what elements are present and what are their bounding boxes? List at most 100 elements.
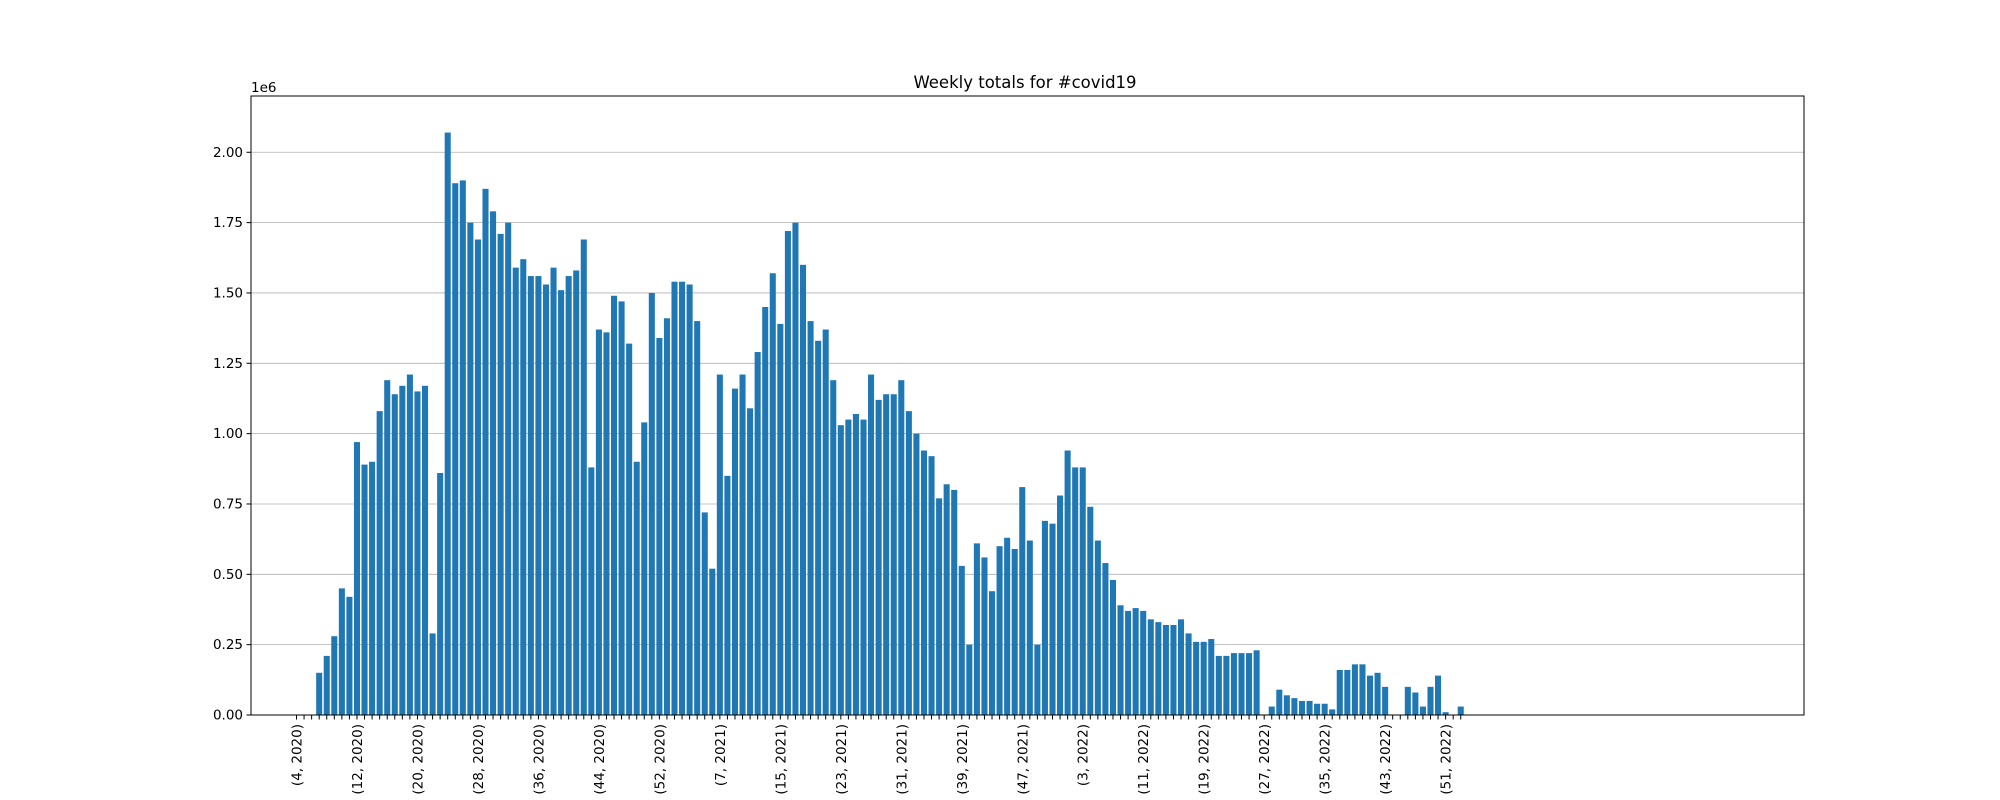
bar bbox=[769, 273, 776, 715]
bar bbox=[754, 352, 761, 715]
plot-area-frame bbox=[250, 95, 1805, 716]
bar bbox=[482, 188, 489, 716]
bar bbox=[1268, 706, 1275, 715]
bar bbox=[1366, 675, 1374, 715]
bar bbox=[399, 385, 406, 715]
bar bbox=[1457, 706, 1464, 715]
bar bbox=[1026, 540, 1033, 715]
bar bbox=[444, 132, 451, 715]
x-tick-label: (52, 2020) bbox=[652, 724, 668, 795]
bar bbox=[1329, 709, 1336, 715]
bar bbox=[603, 332, 610, 715]
y-axis-ticks: 0.00 0.25 0.50 0.75 1.00 1.25 1.50 1.75 2.00 bbox=[213, 145, 251, 724]
bar bbox=[1102, 563, 1109, 715]
x-tick-label: (47, 2021) bbox=[1015, 724, 1031, 795]
bar bbox=[422, 385, 429, 715]
bar bbox=[845, 419, 852, 715]
bar bbox=[663, 318, 670, 715]
bar bbox=[807, 321, 814, 715]
bar bbox=[1019, 487, 1026, 715]
bar bbox=[626, 343, 633, 715]
bar bbox=[429, 633, 436, 715]
bar bbox=[966, 644, 973, 715]
bar bbox=[1094, 540, 1101, 715]
bar bbox=[822, 329, 829, 715]
bar bbox=[913, 433, 920, 715]
x-tick-label: (7, 2021) bbox=[713, 724, 729, 786]
bar bbox=[1162, 624, 1169, 715]
bar bbox=[565, 276, 572, 715]
bar bbox=[973, 543, 980, 715]
bar bbox=[1200, 641, 1207, 715]
bar bbox=[1404, 686, 1411, 715]
bar bbox=[1382, 686, 1389, 715]
x-tick-label: (11, 2022) bbox=[1136, 724, 1152, 795]
bar bbox=[641, 422, 648, 715]
bar bbox=[490, 211, 497, 716]
bar bbox=[1419, 706, 1426, 715]
x-tick-label: (3, 2022) bbox=[1076, 724, 1092, 786]
bar bbox=[1072, 467, 1079, 715]
bar bbox=[1155, 622, 1162, 715]
y-tick-label: 1.00 bbox=[213, 426, 243, 442]
bar bbox=[958, 565, 965, 715]
bar bbox=[1246, 653, 1253, 715]
bar bbox=[535, 276, 542, 715]
bar bbox=[558, 290, 565, 715]
bar bbox=[928, 456, 935, 715]
bar bbox=[414, 391, 421, 715]
bar bbox=[505, 222, 512, 716]
bar bbox=[550, 267, 557, 715]
bar bbox=[686, 284, 693, 715]
bar bbox=[346, 596, 353, 715]
y-tick-label: 0.75 bbox=[213, 496, 243, 512]
y-tick-label: 0.50 bbox=[213, 567, 243, 583]
bar bbox=[815, 340, 822, 715]
chart-title: Weekly totals for #covid19 bbox=[913, 73, 1136, 92]
bar bbox=[1435, 675, 1442, 715]
bar bbox=[1291, 698, 1298, 715]
bar bbox=[611, 295, 618, 715]
bar bbox=[648, 292, 655, 715]
bar bbox=[747, 408, 754, 715]
y-tick-label: 1.50 bbox=[213, 285, 243, 301]
bar bbox=[1132, 608, 1139, 715]
y-tick-label: 0.25 bbox=[213, 637, 243, 653]
bar bbox=[573, 270, 580, 715]
bar bbox=[323, 655, 330, 715]
bar bbox=[875, 399, 882, 715]
bar bbox=[1359, 664, 1366, 715]
bar bbox=[580, 239, 587, 715]
bar bbox=[860, 419, 867, 715]
x-tick-label: (20, 2020) bbox=[410, 724, 426, 795]
bar bbox=[406, 374, 413, 715]
bar bbox=[1276, 689, 1283, 715]
bar bbox=[1336, 669, 1343, 715]
bar bbox=[1125, 610, 1132, 715]
bar bbox=[1223, 655, 1230, 715]
bar bbox=[709, 568, 716, 715]
bars bbox=[316, 132, 1464, 716]
bar bbox=[384, 380, 391, 715]
bar bbox=[497, 233, 504, 715]
bar bbox=[1170, 624, 1177, 715]
y-offset-label: 1e6 bbox=[251, 80, 276, 96]
bar bbox=[716, 374, 723, 715]
bar bbox=[376, 411, 383, 715]
bar bbox=[1253, 650, 1260, 715]
bar bbox=[353, 442, 361, 715]
bar bbox=[671, 281, 678, 715]
bar bbox=[361, 464, 368, 715]
y-tick-label: 1.75 bbox=[213, 215, 243, 231]
x-tick-label: (39, 2021) bbox=[955, 724, 971, 795]
bar bbox=[989, 591, 996, 715]
bar bbox=[391, 394, 398, 715]
y-tick-label: 1.25 bbox=[213, 356, 243, 372]
bar bbox=[542, 284, 550, 715]
bar bbox=[618, 301, 625, 715]
bar bbox=[1049, 523, 1056, 715]
bar bbox=[1374, 672, 1381, 715]
bar bbox=[633, 461, 640, 715]
bar bbox=[512, 267, 519, 715]
